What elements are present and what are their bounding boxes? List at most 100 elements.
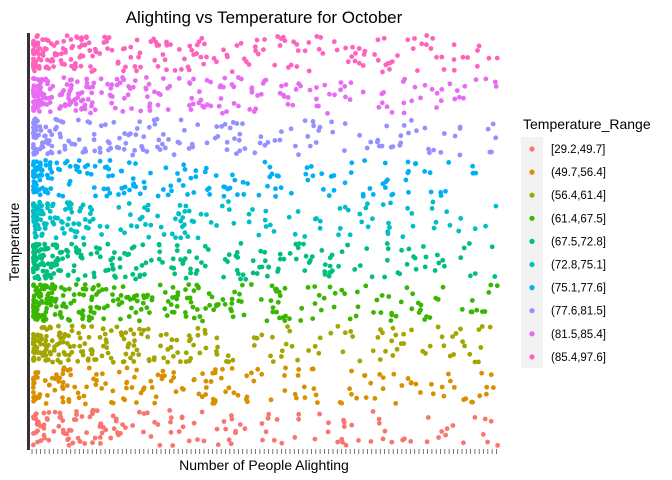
data-point: [251, 378, 257, 384]
data-point: [97, 145, 103, 151]
data-point: [97, 254, 103, 260]
data-point: [207, 302, 213, 308]
data-point: [73, 282, 79, 287]
data-point: [124, 365, 130, 371]
data-point: [43, 309, 49, 315]
data-point: [40, 53, 46, 58]
data-point: [312, 436, 318, 442]
data-point: [36, 356, 42, 362]
data-point: [458, 255, 464, 261]
data-point: [421, 244, 426, 249]
data-point: [126, 341, 132, 346]
data-point: [325, 429, 331, 435]
data-point: [316, 103, 321, 109]
data-point: [170, 256, 176, 262]
data-point: [262, 37, 267, 42]
data-point: [271, 229, 277, 234]
data-point: [220, 297, 226, 302]
data-point: [193, 168, 199, 174]
data-point: [102, 34, 107, 40]
data-point: [47, 166, 53, 172]
data-point: [302, 48, 308, 54]
data-point: [226, 385, 232, 391]
data-point: [156, 256, 162, 262]
data-point: [380, 436, 386, 442]
data-point: [220, 110, 225, 116]
data-point: [250, 270, 256, 276]
data-point: [161, 355, 167, 361]
data-point: [380, 69, 385, 75]
data-point: [104, 345, 110, 351]
data-point: [413, 266, 419, 272]
data-point: [166, 137, 171, 142]
data-point: [82, 42, 87, 48]
data-point: [277, 293, 283, 299]
data-point: [38, 128, 44, 133]
data-point: [355, 289, 360, 295]
data-point: [137, 216, 143, 222]
data-point: [406, 189, 411, 195]
data-point: [186, 249, 192, 254]
data-point: [341, 424, 347, 429]
data-point: [201, 61, 207, 67]
data-point: [441, 393, 447, 399]
data-point: [232, 289, 238, 295]
data-point: [342, 204, 348, 210]
data-point: [220, 366, 225, 372]
data-point: [183, 203, 189, 209]
data-point: [305, 177, 311, 183]
data-point: [475, 48, 480, 53]
data-point: [375, 37, 381, 43]
data-point: [50, 219, 56, 225]
data-point: [139, 263, 145, 268]
data-point: [171, 265, 177, 271]
data-point: [294, 42, 300, 47]
data-point: [200, 318, 205, 324]
data-point: [249, 85, 255, 91]
data-point: [319, 171, 325, 177]
data-point: [31, 172, 37, 178]
data-point: [109, 100, 114, 106]
data-point: [49, 338, 55, 344]
data-point: [380, 386, 386, 392]
data-point: [128, 327, 134, 333]
data-point: [33, 135, 39, 141]
chart-title: Alighting vs Temperature for October: [126, 8, 403, 27]
data-point: [182, 56, 187, 62]
data-point: [447, 81, 453, 87]
data-point: [236, 137, 242, 143]
data-point: [123, 140, 129, 146]
data-point: [470, 399, 475, 405]
data-point: [289, 343, 295, 349]
data-point: [347, 97, 353, 102]
data-point: [277, 256, 283, 262]
data-point: [317, 335, 323, 341]
data-point: [58, 285, 64, 290]
data-point: [61, 367, 66, 373]
data-point: [406, 168, 411, 174]
data-point: [230, 314, 236, 320]
data-point: [434, 54, 439, 60]
data-point: [156, 241, 162, 247]
data-point: [390, 325, 396, 331]
data-point: [110, 173, 115, 179]
data-point: [176, 211, 181, 216]
data-point: [331, 39, 337, 45]
data-point: [277, 251, 283, 257]
data-point: [262, 159, 268, 165]
data-point: [69, 241, 75, 247]
data-point: [190, 304, 196, 310]
data-point: [204, 102, 210, 108]
data-point: [145, 94, 150, 99]
data-point: [478, 345, 484, 350]
data-point: [243, 397, 249, 402]
data-point: [47, 382, 52, 388]
data-point: [34, 304, 40, 310]
data-point: [99, 430, 105, 436]
data-point: [480, 432, 486, 437]
legend-key-6: [529, 261, 535, 268]
data-point: [93, 49, 99, 55]
data-point: [378, 310, 384, 315]
data-point: [393, 313, 399, 319]
data-point: [203, 378, 209, 384]
